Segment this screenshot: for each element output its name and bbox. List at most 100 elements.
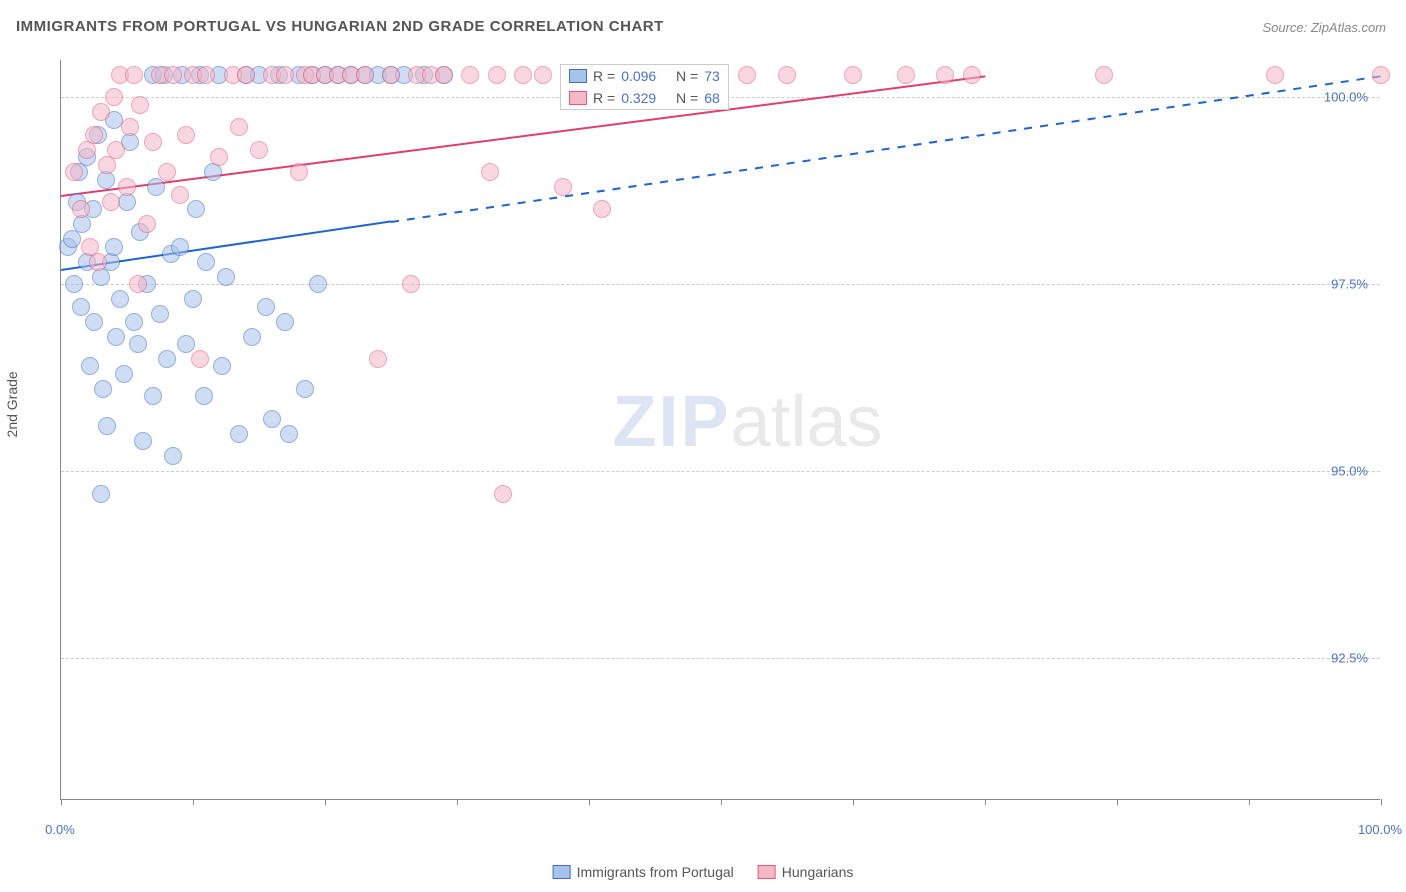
- scatter-point: [778, 66, 796, 84]
- gridline: [61, 471, 1380, 472]
- n-label: N =: [676, 68, 698, 84]
- scatter-point: [237, 66, 255, 84]
- trendline-solid: [61, 75, 985, 197]
- scatter-point: [217, 268, 235, 286]
- scatter-point: [151, 305, 169, 323]
- scatter-point: [118, 178, 136, 196]
- scatter-point: [98, 417, 116, 435]
- gridline: [61, 284, 1380, 285]
- x-tick-label: 0.0%: [45, 822, 75, 837]
- scatter-point: [65, 275, 83, 293]
- x-tick: [325, 799, 326, 805]
- watermark: ZIPatlas: [612, 380, 882, 462]
- scatter-point: [121, 118, 139, 136]
- scatter-point: [138, 215, 156, 233]
- scatter-point: [356, 66, 374, 84]
- scatter-point: [131, 96, 149, 114]
- scatter-point: [257, 298, 275, 316]
- scatter-point: [115, 365, 133, 383]
- scatter-point: [461, 66, 479, 84]
- scatter-point: [81, 357, 99, 375]
- scatter-point: [276, 66, 294, 84]
- x-tick: [985, 799, 986, 805]
- legend-item: Immigrants from Portugal: [553, 864, 734, 880]
- r-value: 0.329: [621, 90, 656, 106]
- scatter-point: [197, 253, 215, 271]
- scatter-point: [195, 387, 213, 405]
- scatter-point: [129, 335, 147, 353]
- scatter-point: [197, 66, 215, 84]
- scatter-point: [134, 432, 152, 450]
- scatter-point: [94, 380, 112, 398]
- n-value: 73: [704, 68, 720, 84]
- scatter-point: [72, 298, 90, 316]
- scatter-point: [92, 268, 110, 286]
- y-tick-label: 97.5%: [1331, 277, 1368, 292]
- x-tick-label: 100.0%: [1358, 822, 1402, 837]
- scatter-point: [402, 275, 420, 293]
- source-attribution: Source: ZipAtlas.com: [1262, 20, 1386, 35]
- scatter-point: [382, 66, 400, 84]
- scatter-point: [107, 141, 125, 159]
- x-tick: [853, 799, 854, 805]
- scatter-point: [92, 103, 110, 121]
- scatter-point: [897, 66, 915, 84]
- scatter-point: [111, 290, 129, 308]
- legend: Immigrants from Portugal Hungarians: [553, 864, 854, 880]
- scatter-point: [309, 275, 327, 293]
- plot-area: ZIPatlas 92.5%95.0%97.5%100.0%: [60, 60, 1380, 800]
- scatter-point: [494, 485, 512, 503]
- legend-swatch: [553, 865, 571, 879]
- legend-swatch: [569, 69, 587, 83]
- scatter-point: [164, 66, 182, 84]
- scatter-point: [263, 410, 281, 428]
- scatter-point: [280, 425, 298, 443]
- scatter-point: [107, 328, 125, 346]
- scatter-point: [296, 380, 314, 398]
- scatter-point: [158, 163, 176, 181]
- scatter-point: [63, 230, 81, 248]
- watermark-zip: ZIP: [612, 381, 730, 461]
- x-tick: [721, 799, 722, 805]
- scatter-point: [243, 328, 261, 346]
- r-label: R =: [593, 90, 615, 106]
- r-value: 0.096: [621, 68, 656, 84]
- scatter-point: [85, 126, 103, 144]
- scatter-point: [105, 88, 123, 106]
- scatter-point: [1372, 66, 1390, 84]
- stats-box: R =0.096 N =73R =0.329 N =68: [560, 64, 729, 110]
- scatter-point: [105, 238, 123, 256]
- legend-swatch: [569, 91, 587, 105]
- scatter-point: [276, 313, 294, 331]
- x-tick: [61, 799, 62, 805]
- x-tick: [589, 799, 590, 805]
- scatter-point: [171, 238, 189, 256]
- scatter-point: [158, 350, 176, 368]
- x-tick: [193, 799, 194, 805]
- chart-title: IMMIGRANTS FROM PORTUGAL VS HUNGARIAN 2N…: [16, 18, 664, 35]
- scatter-point: [963, 66, 981, 84]
- scatter-point: [89, 253, 107, 271]
- scatter-point: [210, 148, 228, 166]
- scatter-point: [184, 290, 202, 308]
- scatter-point: [290, 163, 308, 181]
- n-value: 68: [704, 90, 720, 106]
- legend-item: Hungarians: [758, 864, 854, 880]
- scatter-point: [144, 387, 162, 405]
- scatter-point: [230, 118, 248, 136]
- scatter-point: [213, 357, 231, 375]
- scatter-point: [1266, 66, 1284, 84]
- scatter-point: [92, 485, 110, 503]
- scatter-point: [72, 200, 90, 218]
- scatter-point: [125, 66, 143, 84]
- scatter-point: [65, 163, 83, 181]
- gridline: [61, 658, 1380, 659]
- legend-label: Immigrants from Portugal: [577, 864, 734, 880]
- scatter-point: [144, 133, 162, 151]
- watermark-atlas: atlas: [730, 381, 882, 461]
- scatter-point: [171, 186, 189, 204]
- scatter-point: [435, 66, 453, 84]
- scatter-point: [1095, 66, 1113, 84]
- x-tick: [1249, 799, 1250, 805]
- y-tick-label: 95.0%: [1331, 464, 1368, 479]
